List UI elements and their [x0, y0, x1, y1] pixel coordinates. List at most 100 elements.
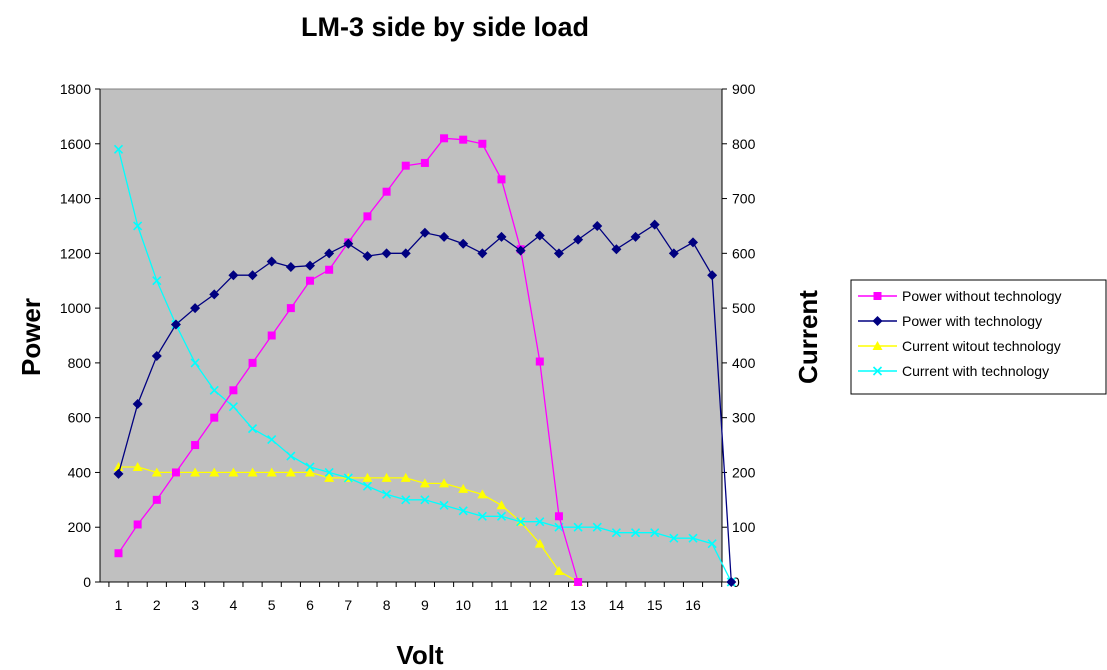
series-point-2 [419, 227, 430, 238]
series-point-4 [707, 539, 717, 549]
series-point-3 [381, 472, 392, 482]
series-2 [113, 219, 737, 587]
series-point-1 [478, 139, 487, 148]
series-point-4 [420, 495, 430, 505]
series-point-1 [306, 276, 314, 285]
x-tick-label: 10 [455, 597, 471, 613]
series-point-4 [650, 528, 660, 538]
series-point-1 [210, 413, 219, 422]
series-point-2 [553, 248, 564, 259]
legend-label: Current with technology [902, 363, 1049, 379]
x-tick-label: 5 [268, 597, 276, 613]
series-point-2 [515, 245, 526, 256]
series-point-2 [228, 270, 239, 281]
series-point-1 [286, 304, 295, 313]
left-tick-label: 1200 [60, 245, 91, 261]
series-point-4 [362, 481, 373, 491]
series-point-4 [688, 533, 698, 543]
left-axis-title: Power [16, 298, 46, 376]
x-tick-label: 2 [153, 597, 161, 613]
series-point-3 [228, 467, 239, 477]
series-point-3 [285, 467, 296, 477]
series-point-3 [400, 472, 411, 482]
left-tick-label: 1000 [60, 300, 91, 316]
series-point-4 [592, 522, 602, 532]
x-tick-label: 4 [230, 597, 238, 613]
series-point-2 [592, 220, 603, 231]
right-tick-label: 500 [732, 300, 756, 316]
series-4 [113, 144, 736, 587]
right-axis-title: Current [793, 290, 823, 384]
x-tick-label: 13 [570, 597, 586, 613]
x-tick-label: 11 [494, 597, 509, 613]
series-point-2 [400, 248, 411, 259]
series-point-2 [458, 238, 469, 249]
series-point-1 [248, 358, 257, 367]
series-point-4 [190, 358, 200, 368]
series-point-1 [191, 441, 200, 450]
series-point-2 [381, 248, 392, 259]
series-point-1 [325, 265, 334, 274]
series-point-4 [324, 467, 334, 478]
series-point-2 [113, 468, 124, 479]
legend-label: Power with technology [902, 313, 1042, 329]
series-point-1 [152, 495, 161, 504]
left-tick-label: 1800 [60, 81, 91, 97]
series-point-2 [151, 351, 162, 362]
right-tick-label: 100 [732, 519, 756, 535]
legend-marker [872, 341, 883, 350]
x-tick-label: 3 [191, 597, 199, 613]
series-point-4 [458, 506, 468, 516]
chart-title: LM-3 side by side load [301, 12, 589, 42]
left-tick-label: 400 [68, 464, 92, 480]
series-point-4 [573, 522, 583, 532]
legend: Power without technology Power with techn… [850, 279, 1107, 395]
series-point-3 [477, 489, 488, 499]
series-point-4 [496, 511, 507, 521]
legend-marker [873, 292, 882, 300]
series-point-2 [439, 231, 450, 242]
series-point-4 [305, 462, 315, 472]
series-point-2 [343, 238, 354, 249]
left-tick-label: 800 [68, 355, 92, 371]
x-tick-label: 1 [115, 597, 123, 613]
series-point-2 [534, 230, 545, 241]
series-point-4 [286, 451, 296, 461]
series-point-1 [440, 134, 449, 143]
series-point-4 [343, 473, 353, 483]
series-point-3 [553, 566, 564, 576]
series-point-2 [324, 248, 335, 259]
x-tick-label: 14 [609, 597, 625, 613]
left-tick-label: 200 [68, 519, 92, 535]
series-point-4 [477, 511, 487, 521]
left-tick-label: 1600 [60, 136, 91, 152]
legend-box [850, 279, 1107, 395]
series-point-2 [573, 234, 584, 245]
series-point-2 [247, 270, 258, 281]
x-tick-label: 15 [647, 597, 663, 613]
series-point-2 [496, 231, 507, 242]
series-point-2 [209, 289, 220, 300]
series-point-4 [401, 495, 411, 505]
series-point-1 [497, 175, 506, 184]
x-tick-label: 9 [421, 597, 429, 613]
series-point-2 [649, 219, 660, 230]
series-point-2 [285, 262, 296, 273]
left-tick-label: 1400 [60, 191, 91, 207]
series-point-1 [554, 512, 563, 521]
series-point-4 [228, 402, 238, 412]
series-point-2 [266, 256, 277, 267]
series-point-4 [516, 517, 526, 527]
series-point-3 [151, 467, 162, 477]
series-point-1 [363, 212, 372, 221]
x-tick-label: 6 [306, 597, 314, 613]
right-tick-label: 800 [732, 136, 756, 152]
right-tick-label: 700 [732, 191, 756, 207]
series-point-4 [669, 533, 679, 543]
series-point-2 [132, 398, 143, 409]
x-tick-label: 16 [685, 597, 701, 613]
series-point-4 [133, 221, 143, 231]
series-point-3 [362, 472, 373, 482]
legend-label: Current witout technology [902, 338, 1061, 354]
x-axis-title: Volt [396, 640, 444, 670]
